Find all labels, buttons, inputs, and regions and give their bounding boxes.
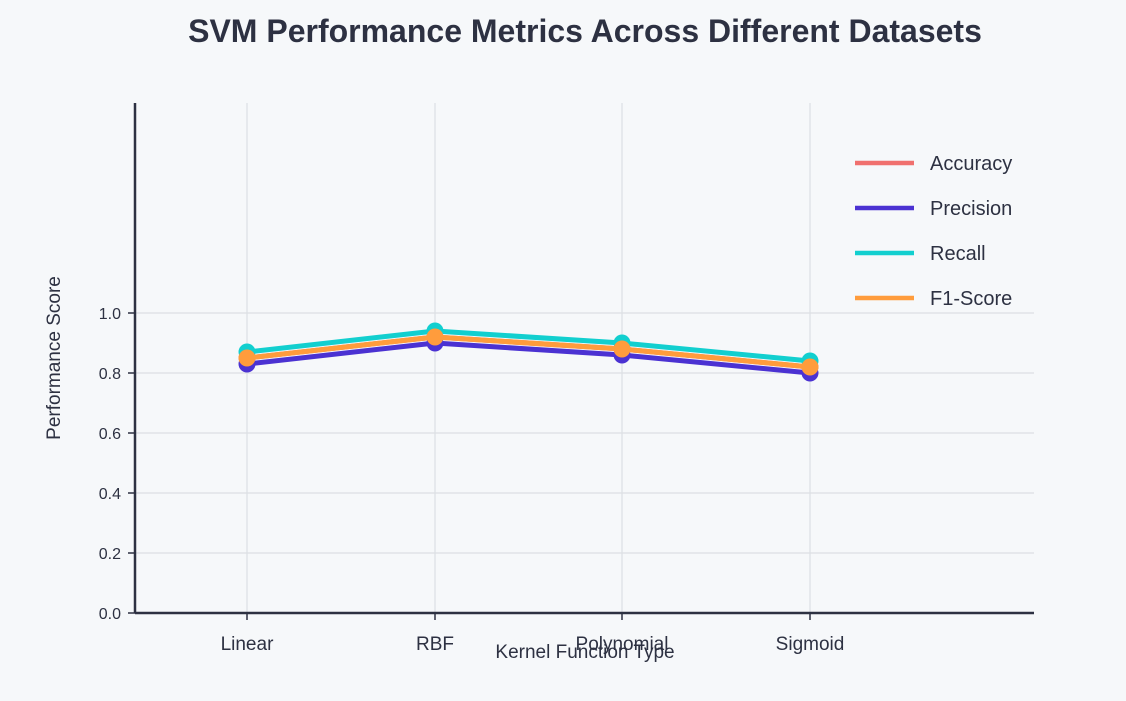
- legend-item[interactable]: Precision: [855, 198, 1012, 220]
- data-point: [426, 328, 444, 346]
- x-tick-label: Linear: [221, 634, 274, 655]
- legend-label: Recall: [930, 243, 986, 265]
- series-f1-score: [238, 328, 819, 376]
- y-axis-title: Performance Score: [44, 276, 65, 440]
- data-point: [801, 358, 819, 376]
- y-tick-label: 0.6: [99, 426, 121, 443]
- x-ticks: Linear RBF Polynomial Sigmoid: [221, 613, 845, 655]
- data-point: [613, 340, 631, 358]
- y-tick-label: 1.0: [99, 306, 121, 323]
- legend-item[interactable]: Accuracy: [855, 153, 1012, 175]
- legend-item[interactable]: F1-Score: [855, 288, 1012, 310]
- legend[interactable]: Accuracy Precision Recall F1-Score: [855, 153, 1012, 310]
- series-line: [244, 340, 813, 376]
- series: [238, 322, 819, 382]
- legend-label: Accuracy: [930, 153, 1012, 175]
- y-tick-label: 0.8: [99, 366, 121, 383]
- grid: [135, 103, 1034, 613]
- x-axis-title: Kernel Function Type: [495, 642, 674, 663]
- data-point: [238, 349, 256, 367]
- y-tick-label: 0.0: [99, 606, 121, 623]
- series-line: [244, 334, 813, 370]
- legend-item[interactable]: Recall: [855, 243, 986, 265]
- chart-title: SVM Performance Metrics Across Different…: [188, 13, 982, 49]
- legend-label: Precision: [930, 198, 1012, 220]
- series-recall: [238, 322, 819, 370]
- x-tick-label: Polynomial: [576, 634, 669, 655]
- y-ticks: 0.0 0.2 0.4 0.6 0.8 1.0: [99, 306, 135, 623]
- axes: [133, 103, 1034, 615]
- x-tick-label: Sigmoid: [776, 634, 845, 655]
- series-line: [244, 328, 813, 364]
- legend-label: F1-Score: [930, 288, 1012, 310]
- x-tick-label: RBF: [416, 634, 454, 655]
- y-tick-label: 0.2: [99, 546, 121, 563]
- y-tick-label: 0.4: [99, 486, 121, 503]
